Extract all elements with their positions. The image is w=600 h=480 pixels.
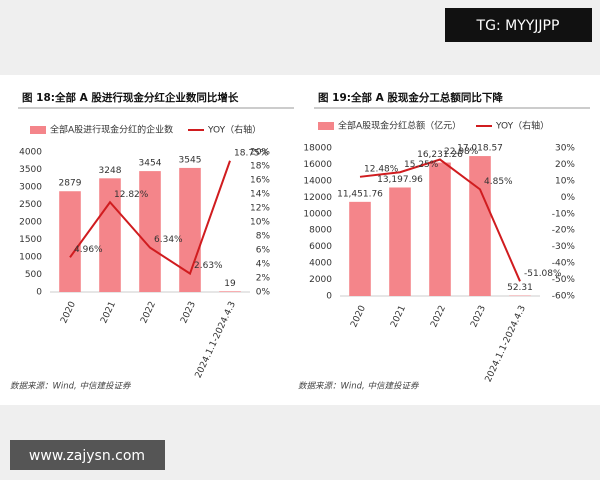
y2-tick-label: -30%: [552, 242, 576, 252]
watermark-box: [10, 440, 165, 470]
bar-value-label: 3454: [139, 159, 162, 169]
y2-tick-label: 20%: [555, 160, 575, 170]
y-tick-label: 2000: [19, 218, 42, 228]
y2-tick-label: 10%: [250, 218, 270, 228]
legend-label: YOY（右轴）: [495, 120, 549, 132]
bar: [349, 201, 371, 296]
y-tick-label: 3500: [19, 165, 42, 175]
y2-tick-label: 18%: [250, 162, 270, 172]
legend-label: YOY（右轴）: [207, 124, 261, 136]
y2-tick-label: 16%: [250, 176, 270, 186]
y2-tick-label: 12%: [250, 204, 270, 214]
bar-value-label: 52.31: [507, 283, 533, 293]
source-note: 数据来源：Wind, 中信建投证券: [298, 381, 420, 392]
y-tick-label: 1000: [19, 253, 42, 263]
y-tick-label: 0: [36, 288, 42, 298]
line-value-label: 18.75%: [234, 148, 269, 158]
bar: [429, 162, 451, 296]
y2-tick-label: -50%: [552, 275, 576, 285]
line-value-label: 6.34%: [154, 235, 183, 245]
watermark-box: [445, 8, 592, 42]
bar: [139, 171, 161, 292]
y2-tick-label: 30%: [555, 144, 575, 154]
y-tick-label: 14000: [303, 176, 332, 186]
y2-tick-label: 2%: [256, 274, 271, 284]
chart-title: 图 19:全部 A 股现金分工总额同比下降: [318, 91, 503, 104]
y-tick-label: 1500: [19, 235, 42, 245]
line-value-label: 12.48%: [364, 164, 399, 174]
bar-value-label: 16,231.26: [417, 150, 463, 160]
watermark-bottom: www.zajysn.com: [29, 448, 145, 464]
bar-value-label: 13,197.96: [377, 175, 423, 185]
line-value-label: 22.98%: [444, 147, 479, 157]
y-tick-label: 2500: [19, 200, 42, 210]
source-note: 数据来源：Wind, 中信建投证券: [10, 381, 132, 392]
line-value-label: 12.82%: [114, 190, 149, 200]
y-tick-label: 16000: [303, 160, 332, 170]
y2-tick-label: 10%: [555, 176, 575, 186]
y-tick-label: 18000: [303, 144, 332, 154]
y-tick-label: 3000: [19, 183, 42, 193]
y-tick-label: 4000: [19, 148, 42, 158]
y2-tick-label: -10%: [552, 209, 576, 219]
chart-title: 图 18:全部 A 股进行现金分红企业数同比增长: [22, 91, 239, 104]
bar-value-label: 11,451.76: [337, 189, 383, 199]
bar: [389, 187, 411, 296]
legend-swatch: [30, 126, 46, 134]
y-tick-label: 8000: [309, 226, 332, 236]
y2-tick-label: 20%: [250, 148, 270, 158]
y-tick-label: 10000: [303, 209, 332, 219]
y2-tick-label: 0%: [256, 288, 271, 298]
line-value-label: 15.25%: [404, 160, 439, 170]
legend-label: 全部A股进行现金分红的企业数: [50, 124, 173, 136]
y-tick-label: 4000: [309, 259, 332, 269]
y2-tick-label: 0%: [561, 193, 576, 203]
bar-value-label: 3248: [99, 166, 122, 176]
bar-value-label: 3545: [179, 155, 202, 165]
line-value-label: 4.85%: [484, 177, 513, 187]
legend-swatch: [318, 122, 334, 130]
bar: [59, 191, 81, 292]
bar-value-label: 2879: [59, 179, 82, 189]
y-tick-label: 0: [326, 292, 332, 302]
y2-tick-label: 6%: [256, 246, 271, 256]
y2-tick-label: -60%: [552, 292, 576, 302]
yoy-line: [359, 158, 521, 282]
line-value-label: 4.96%: [74, 245, 103, 255]
yoy-line: [69, 160, 231, 276]
line-value-label: 2.63%: [194, 261, 223, 271]
bar: [469, 156, 491, 296]
line-value-label: -51.08%: [524, 269, 562, 279]
legend-label: 全部A股现金分红总额（亿元）: [338, 120, 461, 132]
y-tick-label: 6000: [309, 242, 332, 252]
y2-tick-label: -20%: [552, 226, 576, 236]
y2-tick-label: -40%: [552, 259, 576, 269]
watermark-top: TG: MYYJJPP: [476, 18, 560, 34]
bar: [99, 178, 121, 292]
bar-value-label: 17,018.57: [457, 144, 503, 154]
y2-tick-label: 4%: [256, 260, 271, 270]
y2-tick-label: 14%: [250, 190, 270, 200]
y2-tick-label: 8%: [256, 232, 271, 242]
y-tick-label: 12000: [303, 193, 332, 203]
y-tick-label: 500: [25, 270, 42, 280]
y-tick-label: 2000: [309, 275, 332, 285]
bar-value-label: 19: [224, 279, 236, 289]
bar: [219, 291, 241, 292]
